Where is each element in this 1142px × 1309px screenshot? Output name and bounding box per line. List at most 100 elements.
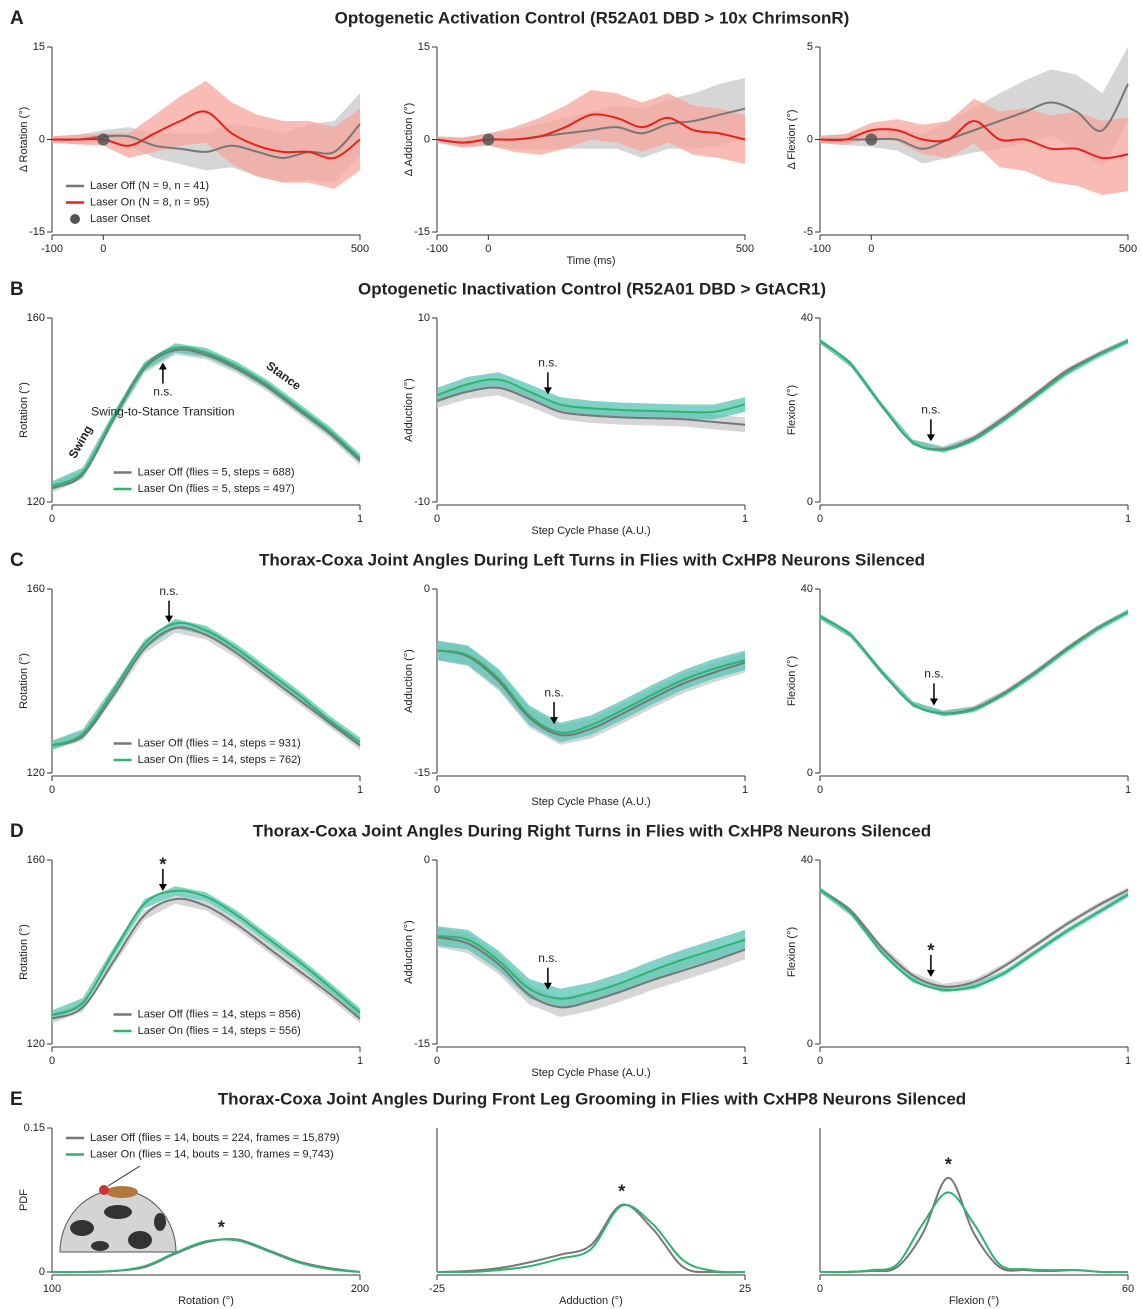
annotation: n.s.: [538, 951, 557, 965]
x-tick-label: 1: [1125, 1055, 1131, 1067]
row-title: Optogenetic Inactivation Control (R52A01…: [358, 279, 826, 298]
y-tick-label: 160: [27, 312, 45, 324]
series-line: [820, 612, 1128, 714]
y-tick-label: 15: [418, 41, 430, 53]
x-tick-label: 0: [817, 513, 823, 525]
annotation: *: [945, 1155, 952, 1175]
legend-label: Laser Off (flies = 14, steps = 856): [138, 1008, 301, 1020]
x-tick-label: 0: [817, 784, 823, 796]
grooming-illustration: [60, 1166, 176, 1252]
x-axis-label: Step Cycle Phase (A.U.): [531, 1067, 650, 1079]
y-axis-label: Flexion (°): [786, 385, 798, 435]
y-axis-label: Δ Flexion (°): [786, 109, 798, 169]
y-tick-label: 120: [27, 496, 45, 508]
annotation: n.s.: [544, 685, 563, 699]
x-tick-label: 60: [1122, 1283, 1134, 1295]
legend-label: Laser Off (N = 9, n = 41): [90, 180, 209, 192]
y-tick-label: 0: [39, 133, 45, 145]
y-tick-label: -15: [414, 767, 430, 779]
series-line: [52, 899, 360, 1019]
arrow-head: [159, 884, 167, 891]
y-tick-label: 0: [424, 133, 430, 145]
arrow-head: [927, 970, 935, 977]
y-tick-label: 160: [27, 854, 45, 866]
x-tick-label: 1: [742, 513, 748, 525]
x-tick-label: 0: [434, 513, 440, 525]
error-band: [820, 338, 1128, 452]
panel-letter: E: [10, 1089, 23, 1110]
onset-marker: [865, 134, 877, 146]
y-tick-label: -15: [414, 226, 430, 238]
x-tick-label: 100: [43, 1283, 61, 1295]
x-axis-label: Flexion (°): [949, 1295, 999, 1307]
y-tick-label: 0: [807, 496, 813, 508]
x-tick-label: 200: [351, 1283, 369, 1295]
x-axis-label: Step Cycle Phase (A.U.): [531, 796, 650, 808]
y-tick-label: 0: [39, 1266, 45, 1278]
panel-letter: A: [10, 8, 24, 29]
series-line: [820, 890, 1128, 990]
series-line: [52, 628, 360, 746]
x-tick-label: 0: [434, 1055, 440, 1067]
y-tick-label: 160: [27, 583, 45, 595]
x-tick-label: 500: [1119, 243, 1137, 255]
error-band: [52, 624, 360, 751]
x-axis-label: Step Cycle Phase (A.U.): [531, 525, 650, 537]
y-axis-label: Δ Adduction (°): [403, 103, 415, 177]
panel-letter: B: [10, 279, 24, 300]
x-tick-label: 1: [1125, 784, 1131, 796]
y-tick-label: 40: [801, 312, 813, 324]
y-axis-label: Rotation (°): [18, 382, 30, 438]
row-title: Thorax-Coxa Joint Angles During Front Le…: [218, 1089, 966, 1108]
x-axis-label: Adduction (°): [559, 1295, 623, 1307]
x-tick-label: -25: [429, 1283, 445, 1295]
y-axis-label: PDF: [18, 1189, 30, 1211]
figure: A Optogenetic Activation Control (R52A01 …: [0, 0, 1142, 1309]
row-title: Optogenetic Activation Control (R52A01 D…: [335, 8, 850, 27]
y-axis-label: Adduction (°): [403, 920, 415, 984]
x-tick-label: 0: [485, 243, 491, 255]
error-band: [820, 609, 1128, 716]
annotation: n.s.: [921, 403, 940, 417]
annotation: n.s.: [153, 385, 172, 399]
annotation: *: [218, 1218, 225, 1238]
x-tick-label: 1: [357, 784, 363, 796]
series-line: [820, 890, 1128, 987]
x-tick-label: -100: [809, 243, 831, 255]
x-axis-label: Time (ms): [566, 255, 615, 267]
y-axis-label: Adduction (°): [403, 378, 415, 442]
x-tick-label: 1: [1125, 513, 1131, 525]
y-axis-label: Δ Rotation (°): [18, 107, 30, 173]
x-tick-label: 1: [357, 513, 363, 525]
x-tick-label: 0: [868, 243, 874, 255]
x-tick-label: 0: [49, 513, 55, 525]
x-tick-label: 1: [742, 784, 748, 796]
x-tick-label: 1: [742, 1055, 748, 1067]
arrow-head: [927, 434, 935, 441]
legend-label: Laser On (flies = 14, steps = 762): [138, 754, 301, 766]
x-tick-label: 0: [434, 784, 440, 796]
y-tick-label: 0: [807, 133, 813, 145]
x-tick-label: -100: [41, 243, 63, 255]
panel-letter: C: [10, 550, 24, 571]
annotation: *: [618, 1182, 625, 1202]
y-tick-label: -15: [29, 226, 45, 238]
series-line: [52, 623, 360, 745]
error-band: [820, 609, 1128, 716]
y-tick-label: 10: [418, 312, 430, 324]
x-tick-label: 0: [817, 1283, 823, 1295]
annotation: Swing-to-Stance Transition: [91, 405, 234, 419]
x-tick-label: -100: [426, 243, 448, 255]
legend-label: Laser On (flies = 14, bouts = 130, frame…: [90, 1148, 334, 1160]
y-tick-label: -10: [414, 496, 430, 508]
x-tick-label: 0: [49, 1055, 55, 1067]
x-tick-label: 0: [100, 243, 106, 255]
error-band: [437, 641, 745, 743]
x-tick-label: 1: [357, 1055, 363, 1067]
y-tick-label: 40: [801, 854, 813, 866]
error-band: [820, 887, 1128, 989]
y-axis-label: Flexion (°): [786, 656, 798, 706]
error-band: [52, 81, 360, 189]
panel-letter: D: [10, 821, 24, 842]
x-tick-label: 25: [739, 1283, 751, 1295]
